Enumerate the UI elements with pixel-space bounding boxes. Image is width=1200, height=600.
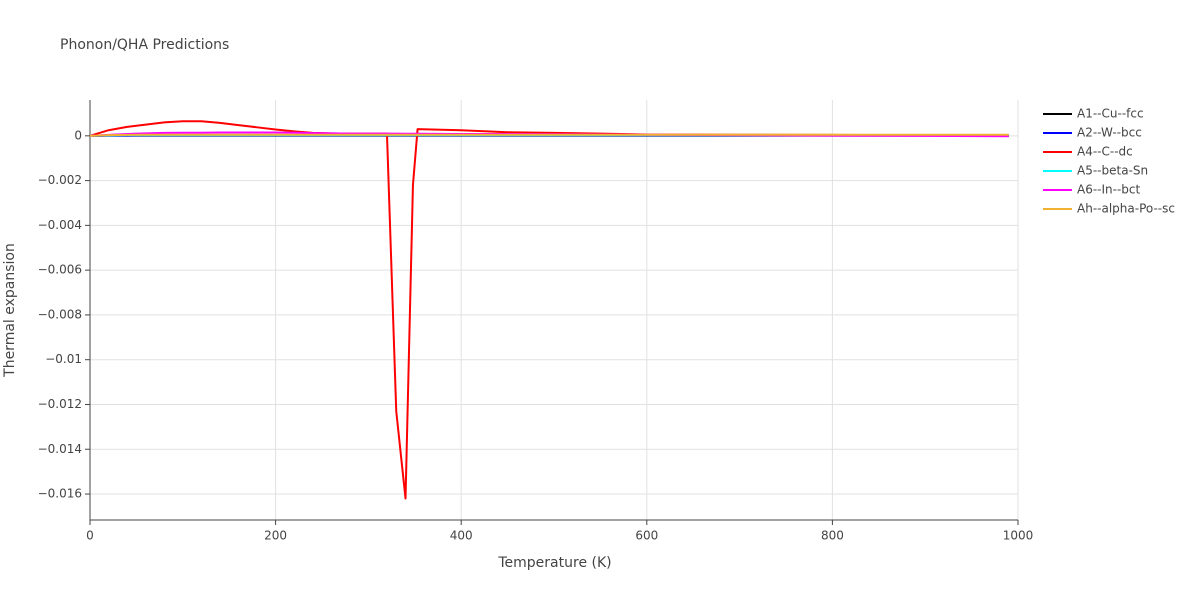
legend-label: A6--In--bct: [1077, 183, 1141, 197]
x-tick-label: 1000: [1003, 529, 1034, 543]
y-tick-label: −0.01: [45, 352, 82, 366]
legend-label: Ah--alpha-Po--sc: [1077, 202, 1175, 216]
y-tick-label: −0.012: [38, 397, 82, 411]
legend-label: A5--beta-Sn: [1077, 164, 1148, 178]
y-tick-label: −0.006: [38, 263, 82, 277]
x-tick-label: 600: [635, 529, 658, 543]
y-tick-label: −0.004: [38, 218, 82, 232]
legend-label: A2--W--bcc: [1077, 126, 1142, 140]
y-tick-label: −0.002: [38, 173, 82, 187]
legend-label: A1--Cu--fcc: [1077, 107, 1144, 121]
y-axis-title: Thermal expansion: [2, 243, 18, 378]
legend-label: A4--C--dc: [1077, 145, 1133, 159]
x-tick-label: 800: [821, 529, 844, 543]
x-tick-label: 400: [450, 529, 473, 543]
x-tick-label: 200: [264, 529, 287, 543]
y-tick-label: 0: [74, 128, 82, 142]
x-tick-label: 0: [86, 529, 94, 543]
chart-title: Phonon/QHA Predictions: [60, 37, 229, 53]
x-axis-title: Temperature (K): [497, 555, 611, 571]
series-line: [89, 120, 1009, 500]
series-line: [89, 133, 1009, 137]
y-tick-label: −0.008: [38, 307, 82, 321]
y-tick-label: −0.016: [38, 487, 82, 501]
y-tick-label: −0.014: [38, 442, 82, 456]
